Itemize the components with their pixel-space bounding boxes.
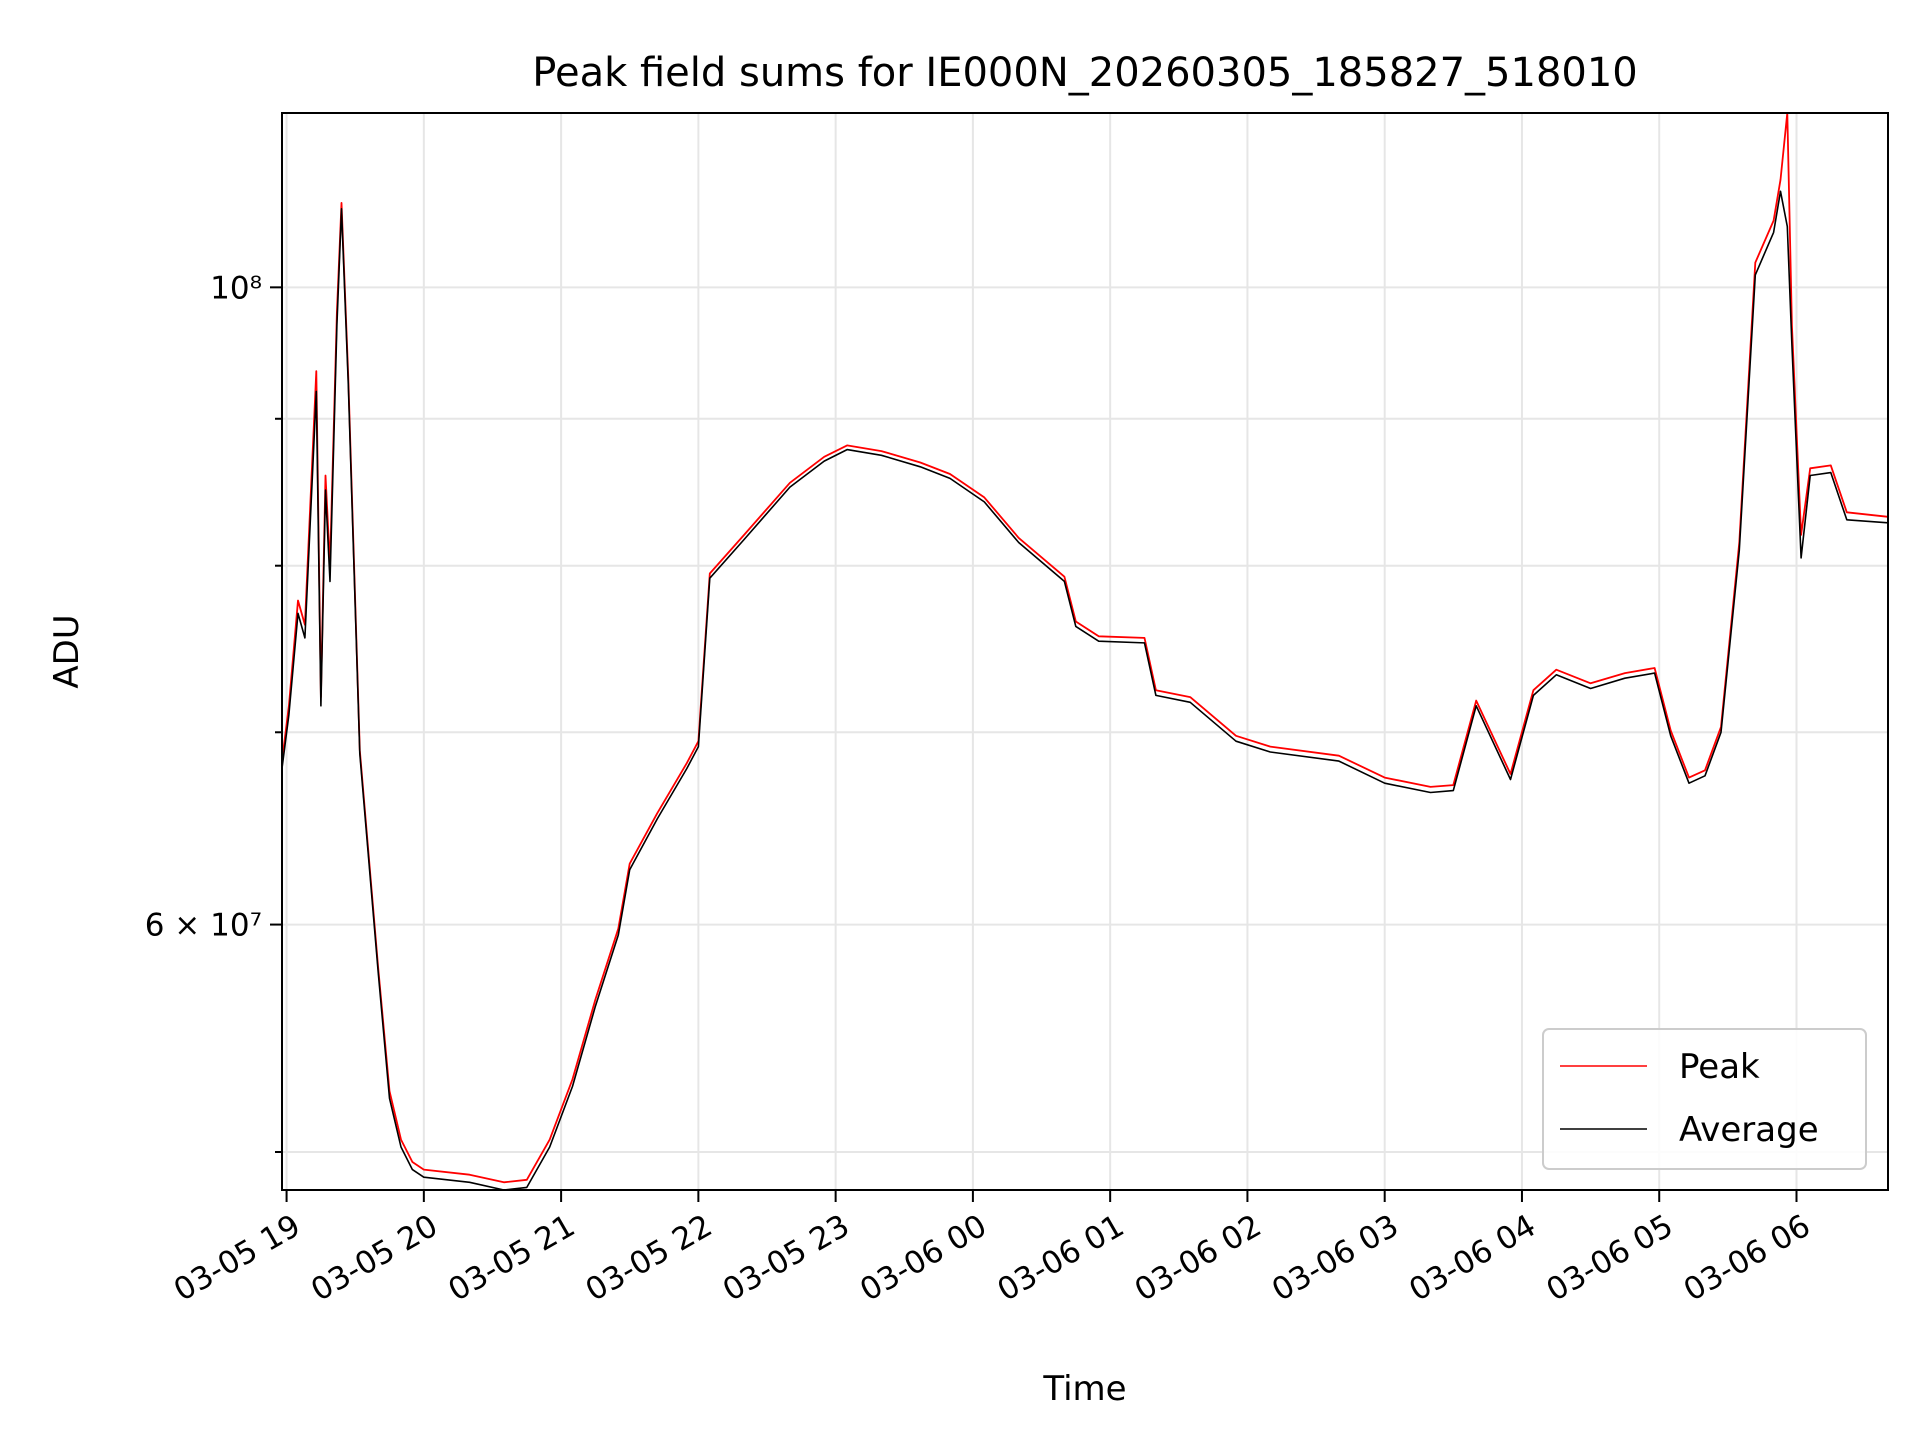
x-axis-label: Time <box>1042 1369 1126 1409</box>
y-axis-label: ADU <box>47 614 87 688</box>
y-tick-label: 6 × 10⁷ <box>145 908 262 944</box>
legend: Peak Average <box>1542 1028 1867 1170</box>
series-average-line <box>281 190 1889 1191</box>
y-tick-label: 10⁸ <box>210 270 262 306</box>
series-layer <box>281 112 1889 1191</box>
plot-frame <box>281 112 1889 1191</box>
legend-peak-label: Peak <box>1679 1047 1760 1087</box>
chart-title: Peak field sums for IE000N_20260305_1858… <box>532 50 1637 96</box>
legend-average-label: Average <box>1679 1110 1819 1150</box>
grid <box>282 113 1888 1190</box>
y-axis-ticks: 6 × 10⁷ 10⁸ <box>145 270 282 1154</box>
legend-box <box>1542 1028 1867 1170</box>
